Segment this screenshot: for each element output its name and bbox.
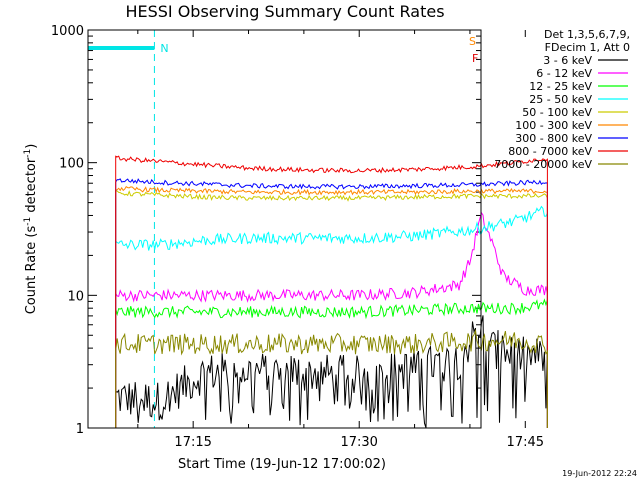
legend-label: 25 - 50 keV <box>529 93 592 106</box>
series-line-7-seg0 <box>115 155 548 428</box>
series-4 <box>115 190 548 428</box>
flag-label-F: F <box>472 52 478 65</box>
legend-label: 6 - 12 keV <box>536 67 592 80</box>
x-tick-label: 17:15 <box>174 435 211 450</box>
y-tick-label: 10 <box>67 289 84 304</box>
series-line-8-seg0 <box>115 329 548 428</box>
legend-header: Det 1,3,5,6,7,9, <box>544 28 630 41</box>
series-2 <box>115 298 548 428</box>
series-line-3-seg0 <box>115 205 548 428</box>
series-6 <box>115 178 548 428</box>
legend-label: 12 - 25 keV <box>529 80 592 93</box>
series-line-4-seg0 <box>115 190 548 428</box>
series-1 <box>115 211 548 428</box>
y-axis-label: Count Rate (s-1 detector-1) <box>23 144 39 315</box>
legend-label: 300 - 800 keV <box>515 132 592 145</box>
flag-label-S: S <box>469 35 476 48</box>
x-tick-label: 17:30 <box>340 435 377 450</box>
x-tick-label: 17:45 <box>507 435 544 450</box>
series-line-6-seg0 <box>115 178 548 428</box>
series-0 <box>115 315 548 428</box>
plot-frame <box>87 29 482 429</box>
series-line-1-seg0 <box>115 211 548 428</box>
series-8 <box>115 329 548 428</box>
legend-header: FDecim 1, Att 0 <box>545 41 630 54</box>
legend-label: 100 - 300 keV <box>515 119 592 132</box>
series-line-0-seg0 <box>115 315 548 428</box>
series-5 <box>115 186 548 428</box>
legend: Det 1,3,5,6,7,9,FDecim 1, Att 03 - 6 keV… <box>494 28 630 171</box>
legend-label: 7000 - 20000 keV <box>494 158 592 171</box>
chart-title: HESSI Observing Summary Count Rates <box>125 2 444 21</box>
series-3 <box>115 205 548 428</box>
series-line-5-seg0 <box>115 186 548 428</box>
y-tick-label: 1 <box>76 422 84 437</box>
y-tick-label: 1000 <box>51 24 84 39</box>
legend-label: 800 - 7000 keV <box>508 145 592 158</box>
flag-label-N: N <box>160 42 168 55</box>
y-tick-label: 100 <box>59 157 84 172</box>
series-7 <box>115 155 548 428</box>
legend-label: 3 - 6 keV <box>543 54 592 67</box>
timestamp: 19-Jun-2012 22:24 <box>562 469 637 478</box>
legend-label: 50 - 100 keV <box>522 106 592 119</box>
series-line-2-seg0 <box>115 298 548 428</box>
x-axis-label: Start Time (19-Jun-12 17:00:02) <box>178 457 386 472</box>
